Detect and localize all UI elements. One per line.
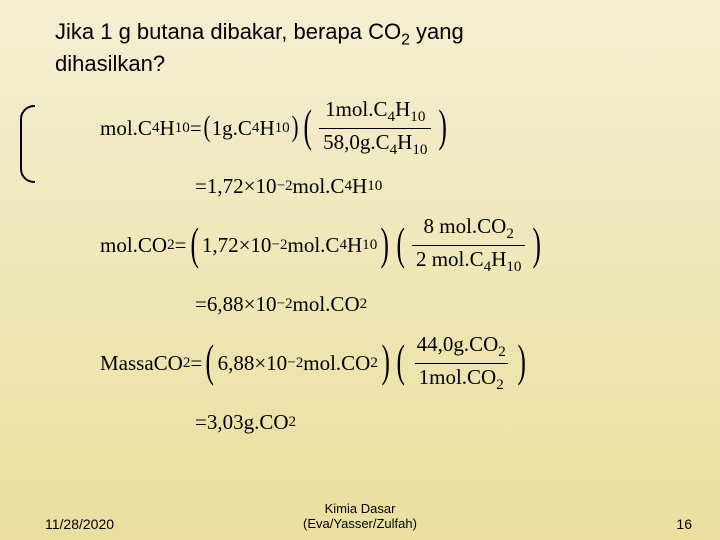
eq3-ps1: 4 <box>339 237 347 254</box>
eq4-val: 6,88 <box>207 292 244 317</box>
equation-4: = 6,88×10−2mol.CO2 <box>195 292 680 317</box>
eq2-val: 1,72 <box>207 174 244 199</box>
eq6-val: 3,03g.CO <box>207 410 289 435</box>
eq5-eq: = <box>190 351 202 376</box>
eq5-da: 1mol.CO <box>419 365 497 389</box>
eq3-ps2: 10 <box>362 237 377 254</box>
eq5-pua: mol.CO <box>303 351 370 376</box>
eq5-pten: 10 <box>266 351 287 376</box>
eq3-na: 8 mol.CO <box>424 214 507 238</box>
eq5-lhs: MassaCO <box>100 351 183 376</box>
eq3-ns: 2 <box>506 227 514 243</box>
equation-1: mol.C4H10 = (1g.C4H10) ( 1mol.C4H10 58,0… <box>100 96 680 161</box>
footer-authors: (Eva/Yasser/Zulfah) <box>303 516 417 532</box>
eq1-ps1: 4 <box>252 120 260 137</box>
eq4-ten: 10 <box>255 292 276 317</box>
eq3-db: H <box>491 247 506 271</box>
eq1-nb: H <box>395 97 410 121</box>
eq1-ds1: 4 <box>390 142 398 158</box>
eq5-ds: 2 <box>496 377 504 393</box>
eq1-eq: = <box>190 116 202 141</box>
eq1-na: 1mol.C <box>325 97 387 121</box>
eq1-s1: 4 <box>152 120 160 137</box>
eq3-pua: mol.C <box>288 233 340 258</box>
eq4-ua: mol.CO <box>293 292 360 317</box>
eq2-ub: H <box>352 174 367 199</box>
eq3-pub: H <box>347 233 362 258</box>
eq3-ds2: 10 <box>506 259 521 275</box>
eq1-lhs: mol.C <box>100 116 152 141</box>
eq2-ua: mol.C <box>293 174 345 199</box>
eq3-lhs: mol.CO <box>100 233 167 258</box>
eq3-pv: 1,72 <box>202 233 239 258</box>
eq4-us: 2 <box>360 296 368 313</box>
eq3-ls: 2 <box>167 237 175 254</box>
eq2-times: × <box>244 174 256 199</box>
eq5-pv: 6,88 <box>218 351 255 376</box>
page-number: 16 <box>676 516 692 532</box>
eq1-ps2: 10 <box>275 120 290 137</box>
eq1-p1b: H <box>259 116 274 141</box>
footer-date: 11/28/2020 <box>45 516 114 532</box>
equation-2: = 1,72×10−2mol.C4H10 <box>195 174 680 199</box>
eq2-ten: 10 <box>255 174 276 199</box>
eq4-times: × <box>244 292 256 317</box>
equation-6: = 3,03g.CO2 <box>195 410 680 435</box>
eq6-eq: = <box>195 410 207 435</box>
eq1-da: 58,0g.C <box>323 130 390 154</box>
eq3-pt: × <box>239 233 251 258</box>
q-sub: 2 <box>401 31 410 48</box>
eq1-ns1: 4 <box>388 109 396 125</box>
q-line1a: Jika 1 g butana dibakar, berapa CO <box>55 19 401 44</box>
eq6-sub: 2 <box>289 414 297 431</box>
eq5-ns: 2 <box>498 344 506 360</box>
eq1-lhs2: H <box>160 116 175 141</box>
eq5-pe: −2 <box>287 355 303 372</box>
eq5-pt: × <box>254 351 266 376</box>
eq2-exp: −2 <box>276 178 292 195</box>
question-text: Jika 1 g butana dibakar, berapa CO2 yang… <box>55 18 680 78</box>
eq3-pten: 10 <box>250 233 271 258</box>
eq1-s2: 10 <box>175 120 190 137</box>
eq3-da: 2 mol.C <box>416 247 484 271</box>
eq3-frac: 8 mol.CO2 2 mol.C4H10 <box>408 213 530 278</box>
eq1-ds2: 10 <box>412 142 427 158</box>
eq2-us1: 4 <box>344 178 352 195</box>
eq1-ns2: 10 <box>410 109 425 125</box>
q-line2: dihasilkan? <box>55 51 165 76</box>
eq5-ls: 2 <box>183 355 191 372</box>
eq3-pe: −2 <box>271 237 287 254</box>
eq5-frac: 44,0g.CO2 1mol.CO2 <box>409 331 514 396</box>
equation-5: MassaCO2 = (6,88×10−2mol.CO2) ( 44,0g.CO… <box>100 331 680 396</box>
footer-center: Kimia Dasar (Eva/Yasser/Zulfah) <box>303 501 417 532</box>
eq1-frac: 1mol.C4H10 58,0g.C4H10 <box>315 96 435 161</box>
q-line1b: yang <box>410 19 464 44</box>
slide-content: Jika 1 g butana dibakar, berapa CO2 yang… <box>0 0 720 435</box>
eq4-exp: −2 <box>276 296 292 313</box>
eq1-p1a: 1g.C <box>212 116 252 141</box>
eq2-eq: = <box>195 174 207 199</box>
eq5-na: 44,0g.CO <box>417 332 499 356</box>
eq2-us2: 10 <box>367 178 382 195</box>
eq1-db: H <box>397 130 412 154</box>
eq5-ps: 2 <box>370 355 378 372</box>
footer-title: Kimia Dasar <box>303 501 417 517</box>
eq3-eq: = <box>175 233 187 258</box>
equation-3: mol.CO2 = (1,72×10−2mol.C4H10) ( 8 mol.C… <box>100 213 680 278</box>
eq4-eq: = <box>195 292 207 317</box>
